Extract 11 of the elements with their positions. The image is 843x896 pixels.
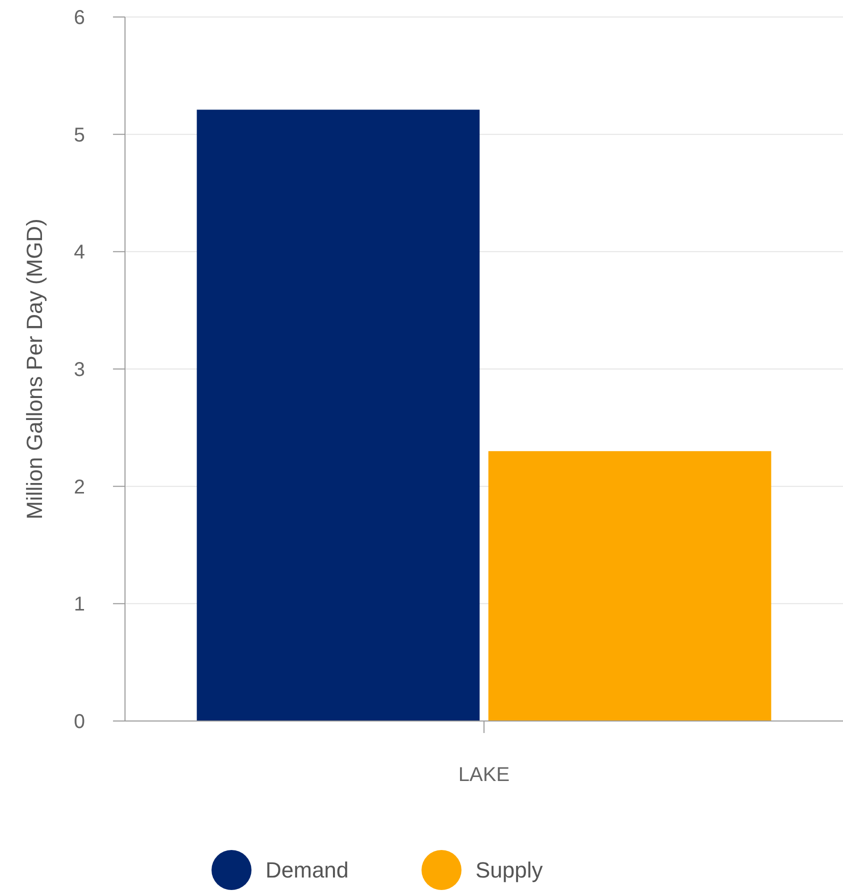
x-tick-label: LAKE: [458, 764, 510, 786]
y-tick-label: 0: [74, 711, 85, 733]
y-tick-label: 2: [74, 476, 85, 498]
y-tick-label: 1: [74, 594, 85, 616]
y-axis-title: Million Gallons Per Day (MGD): [22, 218, 47, 520]
y-tick-label: 3: [74, 359, 85, 381]
y-tick-label: 6: [74, 7, 85, 29]
legend-label: Supply: [476, 858, 543, 883]
legend-label: Demand: [266, 858, 349, 883]
y-tick-label: 5: [74, 124, 85, 146]
y-tick-label: 4: [74, 242, 85, 264]
